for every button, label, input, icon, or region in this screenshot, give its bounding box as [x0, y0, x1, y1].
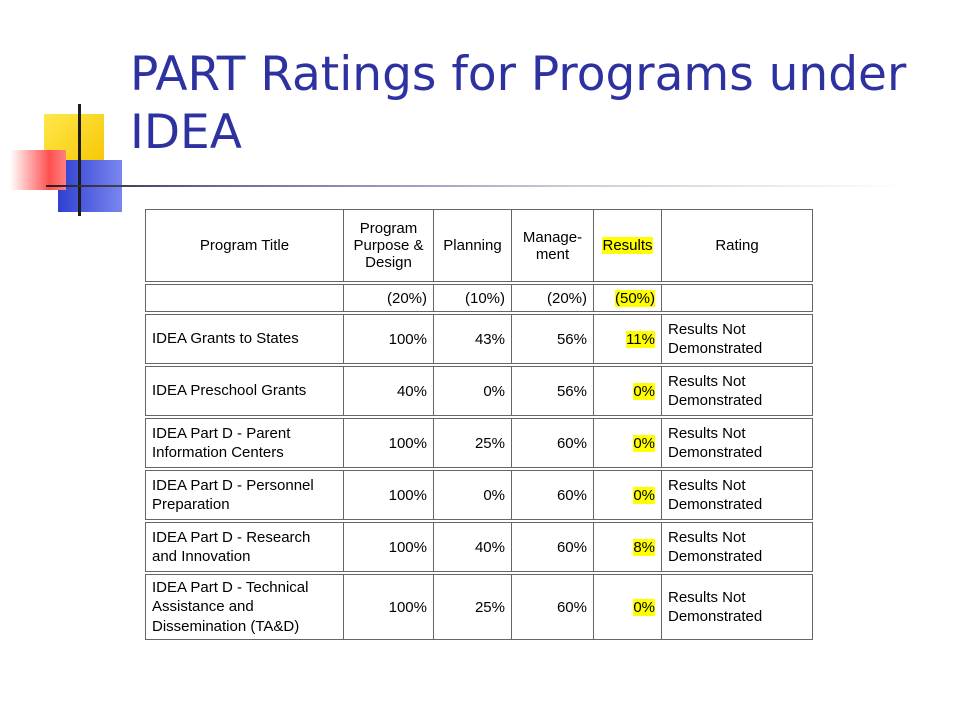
results-score: 0%: [593, 470, 662, 520]
table-row: IDEA Part D - Research and Innovation 100…: [145, 522, 813, 572]
header-results: Results: [593, 209, 662, 282]
planning-score: 25%: [433, 574, 512, 640]
results-score: 8%: [593, 522, 662, 572]
program-title: IDEA Part D - Technical Assistance and Dis…: [145, 574, 344, 640]
planning-score: 25%: [433, 418, 512, 468]
decor-red-square: [10, 150, 66, 190]
header-row: Program Title Program Purpose & Design P…: [145, 209, 813, 282]
title-underline: [46, 185, 906, 187]
purpose-score: 100%: [343, 418, 434, 468]
weight-results: (50%): [593, 284, 662, 312]
header-purpose-design: Program Purpose & Design: [343, 209, 434, 282]
table-row: IDEA Part D - Parent Information Centers …: [145, 418, 813, 468]
weight-planning: (10%): [433, 284, 512, 312]
rating: Results Not Demonstrated: [661, 470, 813, 520]
rating: Results Not Demonstrated: [661, 418, 813, 468]
planning-score: 0%: [433, 366, 512, 416]
results-score: 0%: [593, 574, 662, 640]
table-row: IDEA Grants to States 100% 43% 56% 11% R…: [145, 314, 813, 364]
weight-management: (20%): [511, 284, 594, 312]
management-score: 60%: [511, 574, 594, 640]
results-score: 0%: [593, 366, 662, 416]
header-rating: Rating: [661, 209, 813, 282]
planning-score: 0%: [433, 470, 512, 520]
management-score: 56%: [511, 366, 594, 416]
decor-vertical-line: [78, 104, 81, 216]
planning-score: 40%: [433, 522, 512, 572]
header-planning: Planning: [433, 209, 512, 282]
table-row: IDEA Part D - Technical Assistance and Dis…: [145, 574, 813, 640]
results-score: 0%: [593, 418, 662, 468]
slide-title: PART Ratings for Programs under IDEA: [130, 47, 907, 160]
management-score: 60%: [511, 470, 594, 520]
purpose-score: 100%: [343, 522, 434, 572]
weight-purpose-design: (20%): [343, 284, 434, 312]
header-management: Manage- ment: [511, 209, 594, 282]
weight-rating: [661, 284, 813, 312]
program-title: IDEA Part D - Personnel Preparation: [145, 470, 344, 520]
results-score: 11%: [593, 314, 662, 364]
program-title: IDEA Grants to States: [145, 314, 344, 364]
header-program-title: Program Title: [145, 209, 344, 282]
management-score: 60%: [511, 418, 594, 468]
planning-score: 43%: [433, 314, 512, 364]
program-title: IDEA Preschool Grants: [145, 366, 344, 416]
rating: Results Not Demonstrated: [661, 574, 813, 640]
management-score: 56%: [511, 314, 594, 364]
weights-row: (20%) (10%) (20%) (50%): [145, 284, 813, 312]
table-row: IDEA Part D - Personnel Preparation 100% …: [145, 470, 813, 520]
table-row: IDEA Preschool Grants 40% 0% 56% 0% Resu…: [145, 366, 813, 416]
purpose-score: 40%: [343, 366, 434, 416]
rating: Results Not Demonstrated: [661, 314, 813, 364]
purpose-score: 100%: [343, 574, 434, 640]
management-score: 60%: [511, 522, 594, 572]
rating: Results Not Demonstrated: [661, 522, 813, 572]
program-title: IDEA Part D - Research and Innovation: [145, 522, 344, 572]
weight-program-title: [145, 284, 344, 312]
part-ratings-table: Program Title Program Purpose & Design P…: [145, 209, 813, 640]
rating: Results Not Demonstrated: [661, 366, 813, 416]
purpose-score: 100%: [343, 470, 434, 520]
purpose-score: 100%: [343, 314, 434, 364]
program-title: IDEA Part D - Parent Information Centers: [145, 418, 344, 468]
